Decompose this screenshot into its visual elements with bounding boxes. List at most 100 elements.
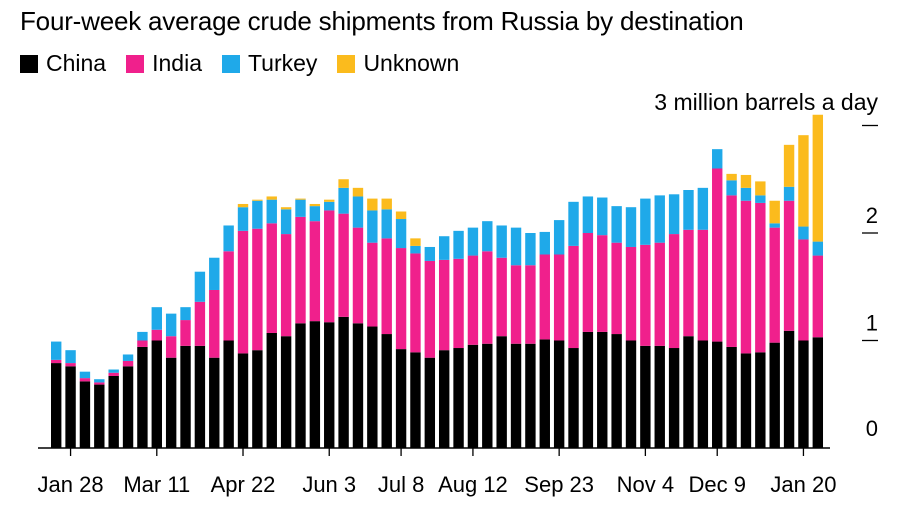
bar-india-15 <box>252 228 263 351</box>
bar-unknown-21 <box>338 179 349 188</box>
bar-india-39 <box>597 235 608 332</box>
bar-india-30 <box>467 255 479 345</box>
bar-unknown-22 <box>352 187 364 197</box>
legend-label-india: India <box>152 50 202 76</box>
legend-label-turkey: Turkey <box>247 50 318 76</box>
bar-turkey-34 <box>525 233 536 266</box>
bar-india-25 <box>395 248 407 350</box>
bar-china-47 <box>712 341 723 448</box>
bar-india-10 <box>180 320 191 346</box>
bar-china-28 <box>438 350 450 449</box>
bar-china-50 <box>755 352 766 448</box>
bar-india-28 <box>438 259 450 351</box>
bar-india-2 <box>65 363 76 367</box>
bar-china-1 <box>51 363 62 448</box>
bar-china-7 <box>137 346 148 448</box>
legend-item-india: India <box>126 50 202 77</box>
bar-india-8 <box>151 329 162 341</box>
bar-turkey-30 <box>467 227 479 256</box>
bar-china-19 <box>309 321 321 448</box>
legend: China India Turkey Unknown <box>20 50 479 77</box>
bar-china-36 <box>553 340 565 448</box>
bar-india-3 <box>79 378 91 382</box>
bar-india-41 <box>625 246 637 341</box>
bar-unknown-16 <box>266 196 277 200</box>
bar-unknown-23 <box>367 198 378 211</box>
bar-turkey-7 <box>137 331 148 341</box>
legend-label-unknown: Unknown <box>363 50 460 76</box>
bar-india-23 <box>367 242 378 327</box>
bar-india-13 <box>223 251 234 341</box>
bar-india-4 <box>94 382 105 385</box>
bar-china-15 <box>252 350 263 449</box>
bar-turkey-23 <box>367 210 378 243</box>
bar-unknown-17 <box>280 207 292 210</box>
x-tick-label: Sep 23 <box>524 472 594 497</box>
bar-china-2 <box>65 366 76 448</box>
units-label: 3 million barrels a day <box>654 89 878 115</box>
bar-turkey-53 <box>798 226 809 240</box>
bar-china-17 <box>280 336 292 448</box>
bar-turkey-20 <box>324 201 335 211</box>
bar-turkey-26 <box>410 245 421 254</box>
bar-unknown-51 <box>769 200 780 224</box>
bar-china-37 <box>568 348 579 448</box>
bar-turkey-12 <box>209 257 220 290</box>
bar-india-29 <box>453 258 464 349</box>
bar-china-6 <box>122 366 134 448</box>
bar-china-5 <box>108 375 119 449</box>
legend-item-unknown: Unknown <box>337 50 459 77</box>
bar-china-31 <box>482 343 493 448</box>
bar-india-16 <box>266 223 277 333</box>
bar-india-44 <box>668 234 680 349</box>
y-tick-label-2: 2 <box>866 203 878 228</box>
bar-india-12 <box>209 289 220 358</box>
legend-item-china: China <box>20 50 106 77</box>
bar-turkey-22 <box>352 196 364 228</box>
bar-india-26 <box>410 253 421 353</box>
bar-india-21 <box>338 213 349 317</box>
bar-turkey-45 <box>683 190 694 230</box>
bar-turkey-27 <box>424 246 436 261</box>
bar-india-46 <box>697 229 709 341</box>
bar-india-37 <box>568 245 579 349</box>
bar-india-19 <box>309 221 321 322</box>
bar-turkey-32 <box>496 225 507 258</box>
bar-turkey-29 <box>453 230 464 259</box>
bar-china-34 <box>525 343 536 448</box>
bar-turkey-15 <box>252 200 263 229</box>
bar-turkey-40 <box>611 206 622 243</box>
bar-china-33 <box>510 343 522 448</box>
x-tick-label: Aug 12 <box>438 472 508 497</box>
bar-india-22 <box>352 227 364 324</box>
bar-india-5 <box>108 372 119 376</box>
legend-swatch-china <box>20 54 38 73</box>
bar-turkey-43 <box>654 195 665 243</box>
bar-india-18 <box>295 216 306 324</box>
bar-china-52 <box>783 330 795 448</box>
bar-india-34 <box>525 265 536 344</box>
bar-india-36 <box>553 254 565 341</box>
bar-turkey-8 <box>151 307 162 330</box>
bar-india-38 <box>582 233 594 332</box>
bar-unknown-15 <box>252 199 263 201</box>
bar-turkey-49 <box>740 187 752 201</box>
bar-china-16 <box>266 332 277 449</box>
bar-india-17 <box>280 234 292 337</box>
bar-unknown-14 <box>237 203 249 208</box>
bar-india-54 <box>812 255 824 338</box>
bar-india-24 <box>381 238 392 335</box>
x-tick-label: Jan 28 <box>38 472 104 497</box>
bar-turkey-1 <box>51 341 62 360</box>
bar-unknown-20 <box>324 199 335 202</box>
bar-china-46 <box>697 340 709 448</box>
bar-turkey-5 <box>108 369 119 373</box>
bar-china-53 <box>798 340 809 448</box>
bar-china-25 <box>395 349 407 448</box>
bar-china-41 <box>625 340 637 448</box>
bar-turkey-54 <box>812 241 824 256</box>
bar-india-45 <box>683 229 694 337</box>
bar-india-6 <box>122 360 134 367</box>
bar-turkey-33 <box>510 227 522 266</box>
